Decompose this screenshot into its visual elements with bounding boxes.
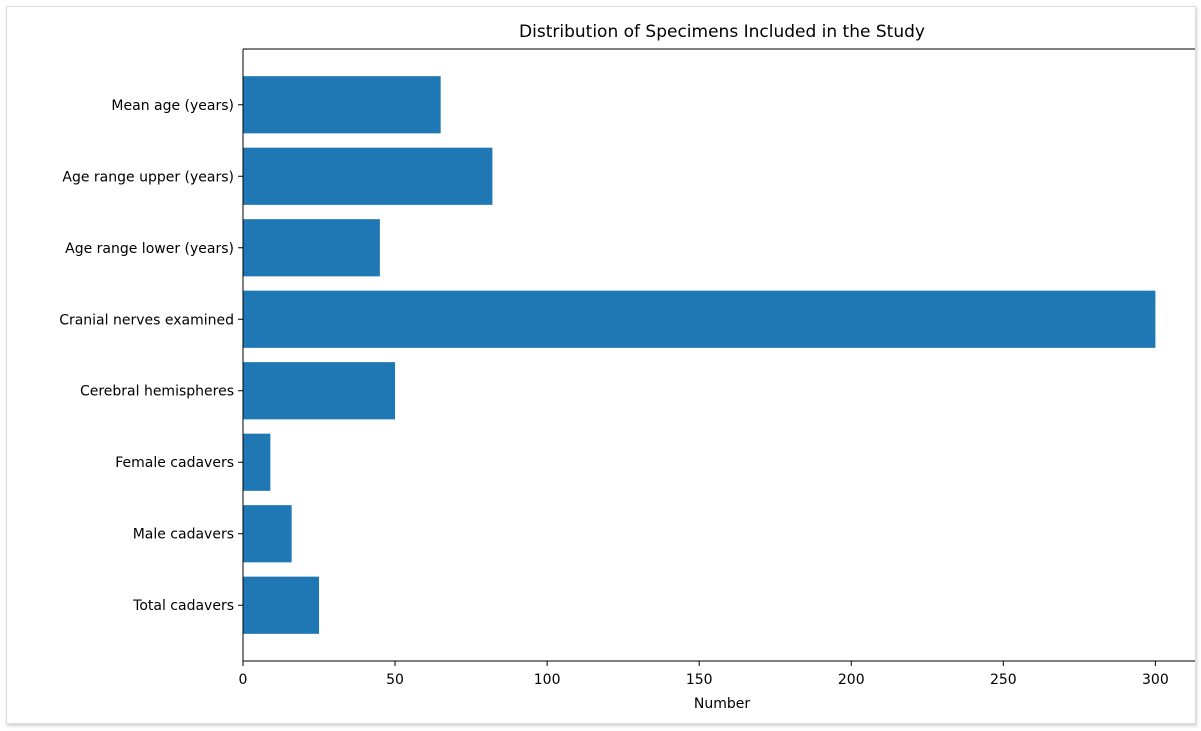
y-tick-label-female-cadavers: Female cadavers (115, 455, 234, 471)
y-tick-label-cerebral-hemispheres: Cerebral hemispheres (80, 384, 234, 400)
bar-age-range-lower-years (243, 219, 380, 277)
y-tick-label-male-cadavers: Male cadavers (133, 527, 234, 543)
chart-title: Distribution of Specimens Included in th… (519, 22, 925, 42)
bar-chart: Distribution of Specimens Included in th… (59, 22, 1195, 712)
x-tick-label-150: 150 (686, 672, 713, 688)
bar-age-range-upper-years (243, 147, 493, 205)
y-axis-ticks: Total cadavers Male cadavers Female cadave… (59, 98, 243, 614)
y-tick-label-age-range-upper-years: Age range upper (years) (62, 169, 234, 185)
x-axis-title: Number (694, 696, 750, 712)
x-axis-ticks: 0 50 100 150 200 250 300 (239, 661, 1169, 688)
chart-frame: Distribution of Specimens Included in th… (6, 6, 1196, 724)
bar-total-cadavers (243, 576, 320, 634)
bar-mean-age-years (243, 76, 441, 134)
bar-cerebral-hemispheres (243, 362, 396, 420)
x-tick-label-300: 300 (1142, 672, 1169, 688)
y-tick-label-total-cadavers: Total cadavers (132, 598, 234, 614)
bar-male-cadavers (243, 505, 292, 563)
x-tick-label-0: 0 (239, 672, 248, 688)
x-tick-label-200: 200 (838, 672, 865, 688)
bar-female-cadavers (243, 433, 271, 491)
x-tick-label-50: 50 (386, 672, 404, 688)
x-tick-label-100: 100 (534, 672, 561, 688)
y-tick-label-mean-age-years: Mean age (years) (111, 98, 234, 114)
x-tick-label-250: 250 (990, 672, 1017, 688)
axes-layer (242, 48, 1195, 662)
y-tick-label-cranial-nerves-examined: Cranial nerves examined (59, 312, 234, 328)
bars-layer (243, 76, 1156, 634)
bar-cranial-nerves-examined (243, 290, 1156, 348)
y-tick-label-age-range-lower-years: Age range lower (years) (65, 241, 234, 257)
